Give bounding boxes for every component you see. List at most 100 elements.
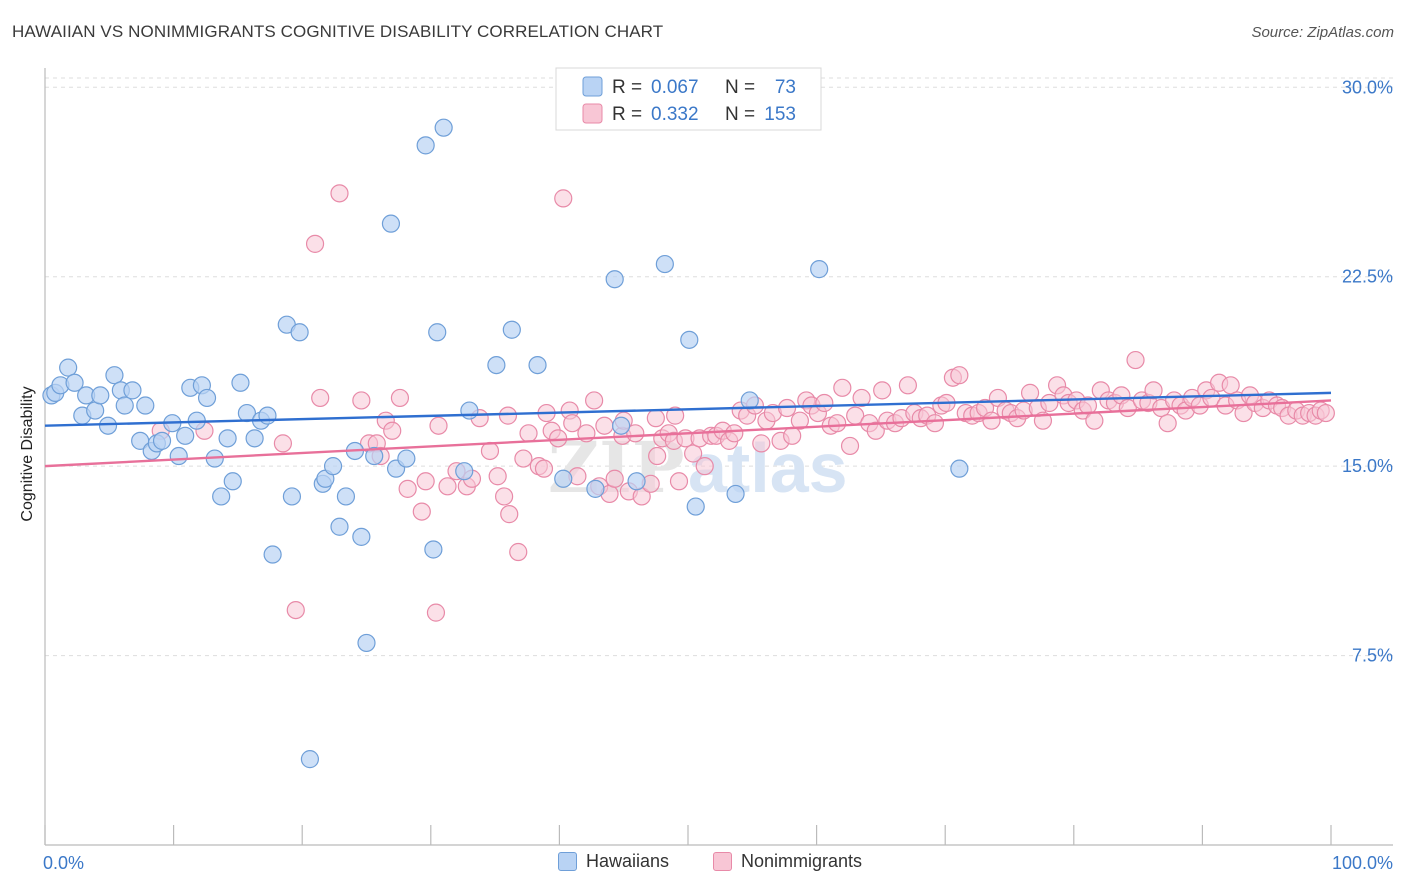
axes: [44, 68, 1393, 846]
nonimmigrants-point: [1118, 398, 1137, 418]
legend-swatch-blue: [582, 76, 603, 97]
hawaiians-point: [950, 459, 969, 478]
hawaiians-point: [357, 633, 376, 653]
nonimmigrants-point: [514, 449, 533, 468]
nonimmigrants-point: [398, 479, 417, 498]
nonimmigrants-point: [840, 436, 860, 456]
nonimmigrants-point: [648, 446, 667, 466]
nonimmigrants-point: [488, 467, 507, 486]
stats-legend: R = 0.067 N = 73 R = 0.332 N = 153: [555, 67, 822, 131]
nonimmigrants-point: [390, 388, 410, 408]
nonimmigrants-point: [563, 414, 582, 433]
hawaiians-point: [336, 487, 356, 506]
legend-r-value-pink: 0.332: [651, 104, 699, 125]
hawaiians-point: [59, 358, 78, 377]
hawaiians-point: [686, 497, 705, 516]
hawaiians-point: [586, 479, 605, 498]
hawaiians-point: [98, 416, 118, 435]
nonimmigrants-point: [626, 424, 645, 443]
hawaiians-point: [212, 487, 231, 506]
nonimmigrants-point: [925, 414, 945, 433]
hawaiians-point: [169, 446, 188, 466]
hawaiians-point: [258, 406, 277, 425]
nonimmigrants-point: [273, 434, 293, 453]
hawaiians-point: [416, 136, 435, 155]
hawaiians-point: [455, 462, 474, 481]
legend-r-label-pink: R =: [612, 104, 642, 125]
nonimmigrants-point: [383, 421, 402, 440]
nonimmigrants-point: [1144, 381, 1163, 400]
nonimmigrants-point: [1020, 383, 1040, 402]
hawaiians-point: [263, 545, 282, 564]
nonimmigrants-point: [352, 391, 371, 410]
nonimmigrants-point: [305, 234, 325, 253]
hawaiians-point: [434, 118, 453, 137]
legend-r-value-blue: 0.067: [651, 77, 699, 98]
legend-r-label-blue: R =: [612, 77, 642, 98]
nonimmigrants-point: [595, 416, 614, 435]
hawaiians-point: [197, 388, 217, 408]
nonimmigrants-point: [873, 381, 892, 400]
nonimmigrants-point: [330, 184, 349, 203]
nonimmigrants-point: [495, 487, 514, 506]
hawaiians-point: [680, 330, 699, 349]
hawaiians-trend-line: [44, 391, 1332, 427]
chart-title: HAWAIIAN VS NONIMMIGRANTS COGNITIVE DISA…: [12, 22, 664, 41]
legend-n-label-pink: N =: [725, 104, 755, 125]
trend-lines: [44, 391, 1332, 468]
hawaiians-point: [627, 472, 646, 491]
nonimmigrants-point: [286, 600, 305, 620]
legend-swatch-hawaiians: [558, 852, 577, 871]
hawaiians-point: [365, 446, 384, 466]
nonimmigrants-point: [519, 424, 538, 443]
hawaiians-point: [330, 517, 349, 536]
nonimmigrants-point: [1158, 414, 1177, 433]
nonimmigrants-point: [725, 424, 744, 443]
legend-item-hawaiians[interactable]: Hawaiians: [558, 851, 669, 872]
grid-lines: [45, 77, 1393, 657]
nonimmigrants-point: [666, 406, 685, 425]
legend-label-hawaiians: Hawaiians: [586, 851, 670, 871]
hawaiians-point: [381, 214, 401, 233]
hawaiians-point: [487, 355, 506, 375]
legend-swatch-pink: [582, 103, 603, 124]
hawaiians-point: [282, 487, 302, 506]
nonimmigrants-point: [950, 366, 969, 385]
hawaiians-point: [115, 396, 134, 415]
nonimmigrants-point: [1085, 411, 1104, 430]
y-tick-label: 22.5%: [1342, 267, 1393, 287]
hawaiians-point: [460, 401, 479, 420]
x-tick-label: 0.0%: [43, 853, 84, 873]
nonimmigrants-point: [1126, 350, 1145, 370]
hawaiians-point: [397, 449, 416, 468]
nonimmigrants-point: [646, 409, 665, 428]
nonimmigrants-point: [1221, 376, 1240, 395]
nonimmigrants-point: [426, 603, 446, 622]
nonimmigrants-point: [480, 441, 500, 461]
x-tick-label: 100.0%: [1332, 853, 1393, 873]
nonimmigrants-point: [429, 416, 448, 435]
hawaiians-point: [424, 540, 443, 559]
nonimmigrants-point: [554, 189, 573, 208]
legend-item-nonimmigrants[interactable]: Nonimmigrants: [713, 851, 862, 872]
legend-label-nonimmigrants: Nonimmigrants: [741, 851, 863, 871]
hawaiians-point: [323, 457, 343, 476]
hawaiians-point: [231, 373, 250, 392]
hawaiians-point: [105, 366, 124, 385]
hawaiians-point: [65, 373, 84, 392]
nonimmigrants-trend-line: [44, 399, 1332, 468]
nonimmigrants-point: [695, 457, 714, 476]
nonimmigrants-point: [438, 477, 457, 496]
hawaiians-points: [42, 118, 969, 769]
nonimmigrants-point: [1040, 393, 1059, 413]
source-label: Source: ZipAtlas.com: [1251, 24, 1394, 41]
hawaiians-point: [218, 429, 237, 448]
nonimmigrants-point: [1316, 403, 1335, 423]
nonimmigrants-point: [815, 393, 834, 413]
nonimmigrants-point: [498, 406, 518, 425]
y-tick-labels: 7.5% 15.0% 22.5% 30.0%: [1342, 77, 1393, 665]
hawaiians-point: [123, 381, 142, 400]
y-tick-label: 15.0%: [1342, 456, 1393, 476]
nonimmigrants-point: [752, 434, 771, 453]
